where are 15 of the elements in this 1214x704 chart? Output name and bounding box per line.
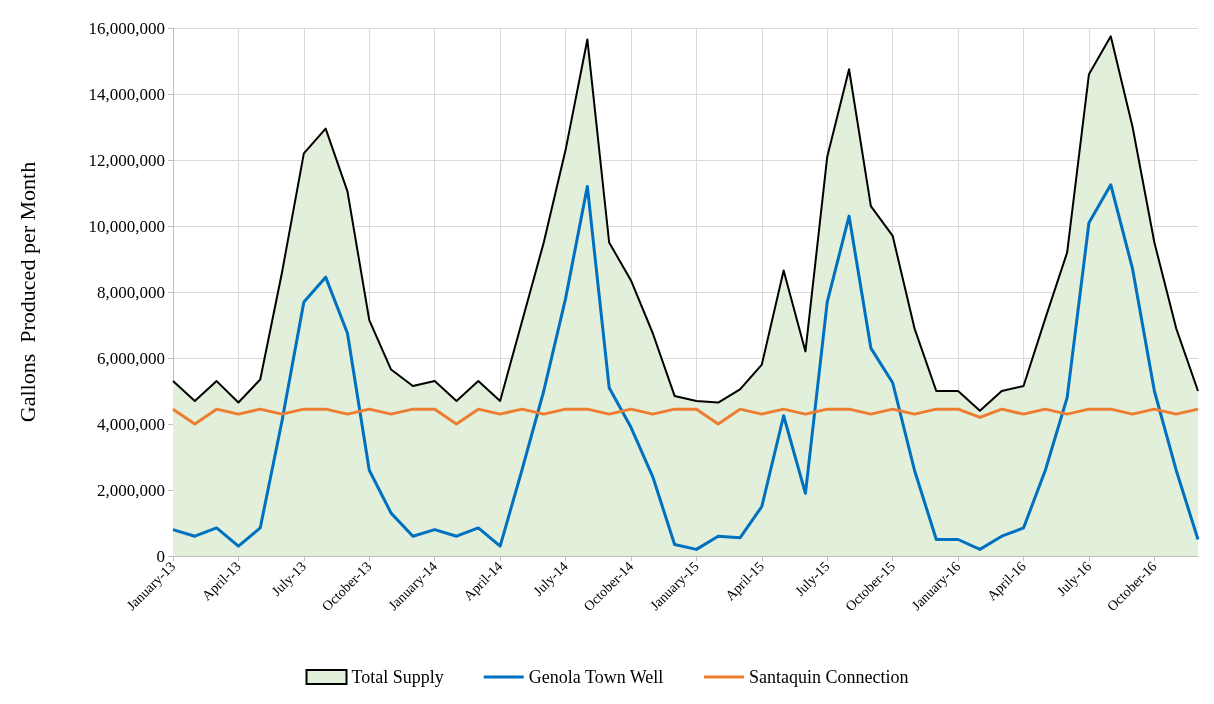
y-tick-label: 4,000,000 (97, 414, 165, 434)
legend-label: Total Supply (351, 667, 444, 687)
y-tick-label: 12,000,000 (88, 150, 165, 170)
y-axis-title: Gallons Produced per Month (14, 161, 40, 423)
line-series (171, 183, 1200, 551)
y-tick-label: 14,000,000 (88, 84, 165, 104)
y-tick-label: 16,000,000 (88, 18, 165, 38)
legend-label: Santaquin Connection (749, 667, 909, 687)
y-tick-label: 8,000,000 (97, 282, 165, 302)
y-tick-label: 2,000,000 (97, 480, 165, 500)
y-tick-label: 6,000,000 (97, 348, 165, 368)
y-tick-label: 10,000,000 (88, 216, 165, 236)
legend-label: Genola Town Well (528, 667, 664, 687)
y-tick-label: 0 (156, 546, 165, 566)
line-series (171, 407, 1200, 426)
